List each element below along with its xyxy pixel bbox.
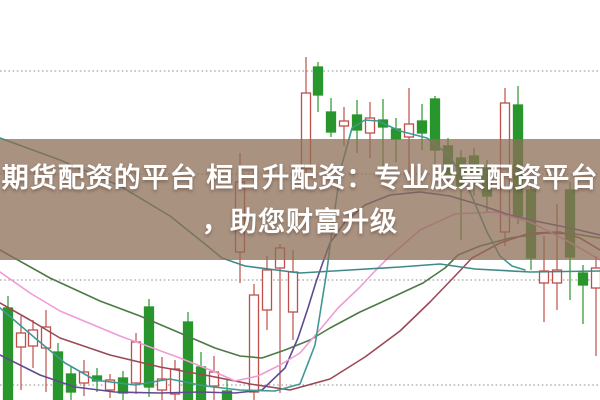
candle-up bbox=[590, 267, 600, 289]
candle-up bbox=[248, 294, 260, 393]
candle-up bbox=[156, 378, 168, 391]
candle-down bbox=[52, 351, 64, 400]
candle-up bbox=[169, 368, 181, 395]
candle-down bbox=[577, 272, 589, 286]
candle-up bbox=[287, 271, 299, 313]
candle-down bbox=[195, 366, 207, 400]
candle-up bbox=[78, 371, 90, 384]
promo-banner: 期货配资的平台 桓日升配资：专业股票配资平台 ，助您财富升级 bbox=[0, 139, 600, 260]
candle-down bbox=[2, 307, 14, 400]
promo-title-line2: ，助您财富升级 bbox=[202, 206, 398, 237]
candle-down bbox=[65, 373, 77, 393]
candle-up bbox=[15, 332, 27, 348]
candle-up bbox=[338, 120, 350, 127]
candle-down bbox=[416, 120, 428, 134]
candle-up bbox=[27, 329, 39, 347]
candle-up bbox=[403, 123, 415, 138]
candle-down bbox=[221, 390, 233, 400]
candle-up bbox=[261, 269, 273, 311]
candle-up bbox=[104, 379, 116, 391]
candle-up bbox=[208, 371, 220, 387]
candle-down bbox=[325, 111, 337, 133]
promo-title-line1: 期货配资的平台 桓日升配资：专业股票配资平台 bbox=[1, 162, 599, 193]
candle-up bbox=[364, 117, 376, 134]
candle-up bbox=[551, 269, 563, 284]
candle-down bbox=[312, 66, 324, 96]
candle-up bbox=[538, 270, 550, 284]
promo-title: 期货配资的平台 桓日升配资：专业股票配资平台 ，助您财富升级 bbox=[0, 156, 600, 244]
candle-down bbox=[117, 377, 129, 394]
